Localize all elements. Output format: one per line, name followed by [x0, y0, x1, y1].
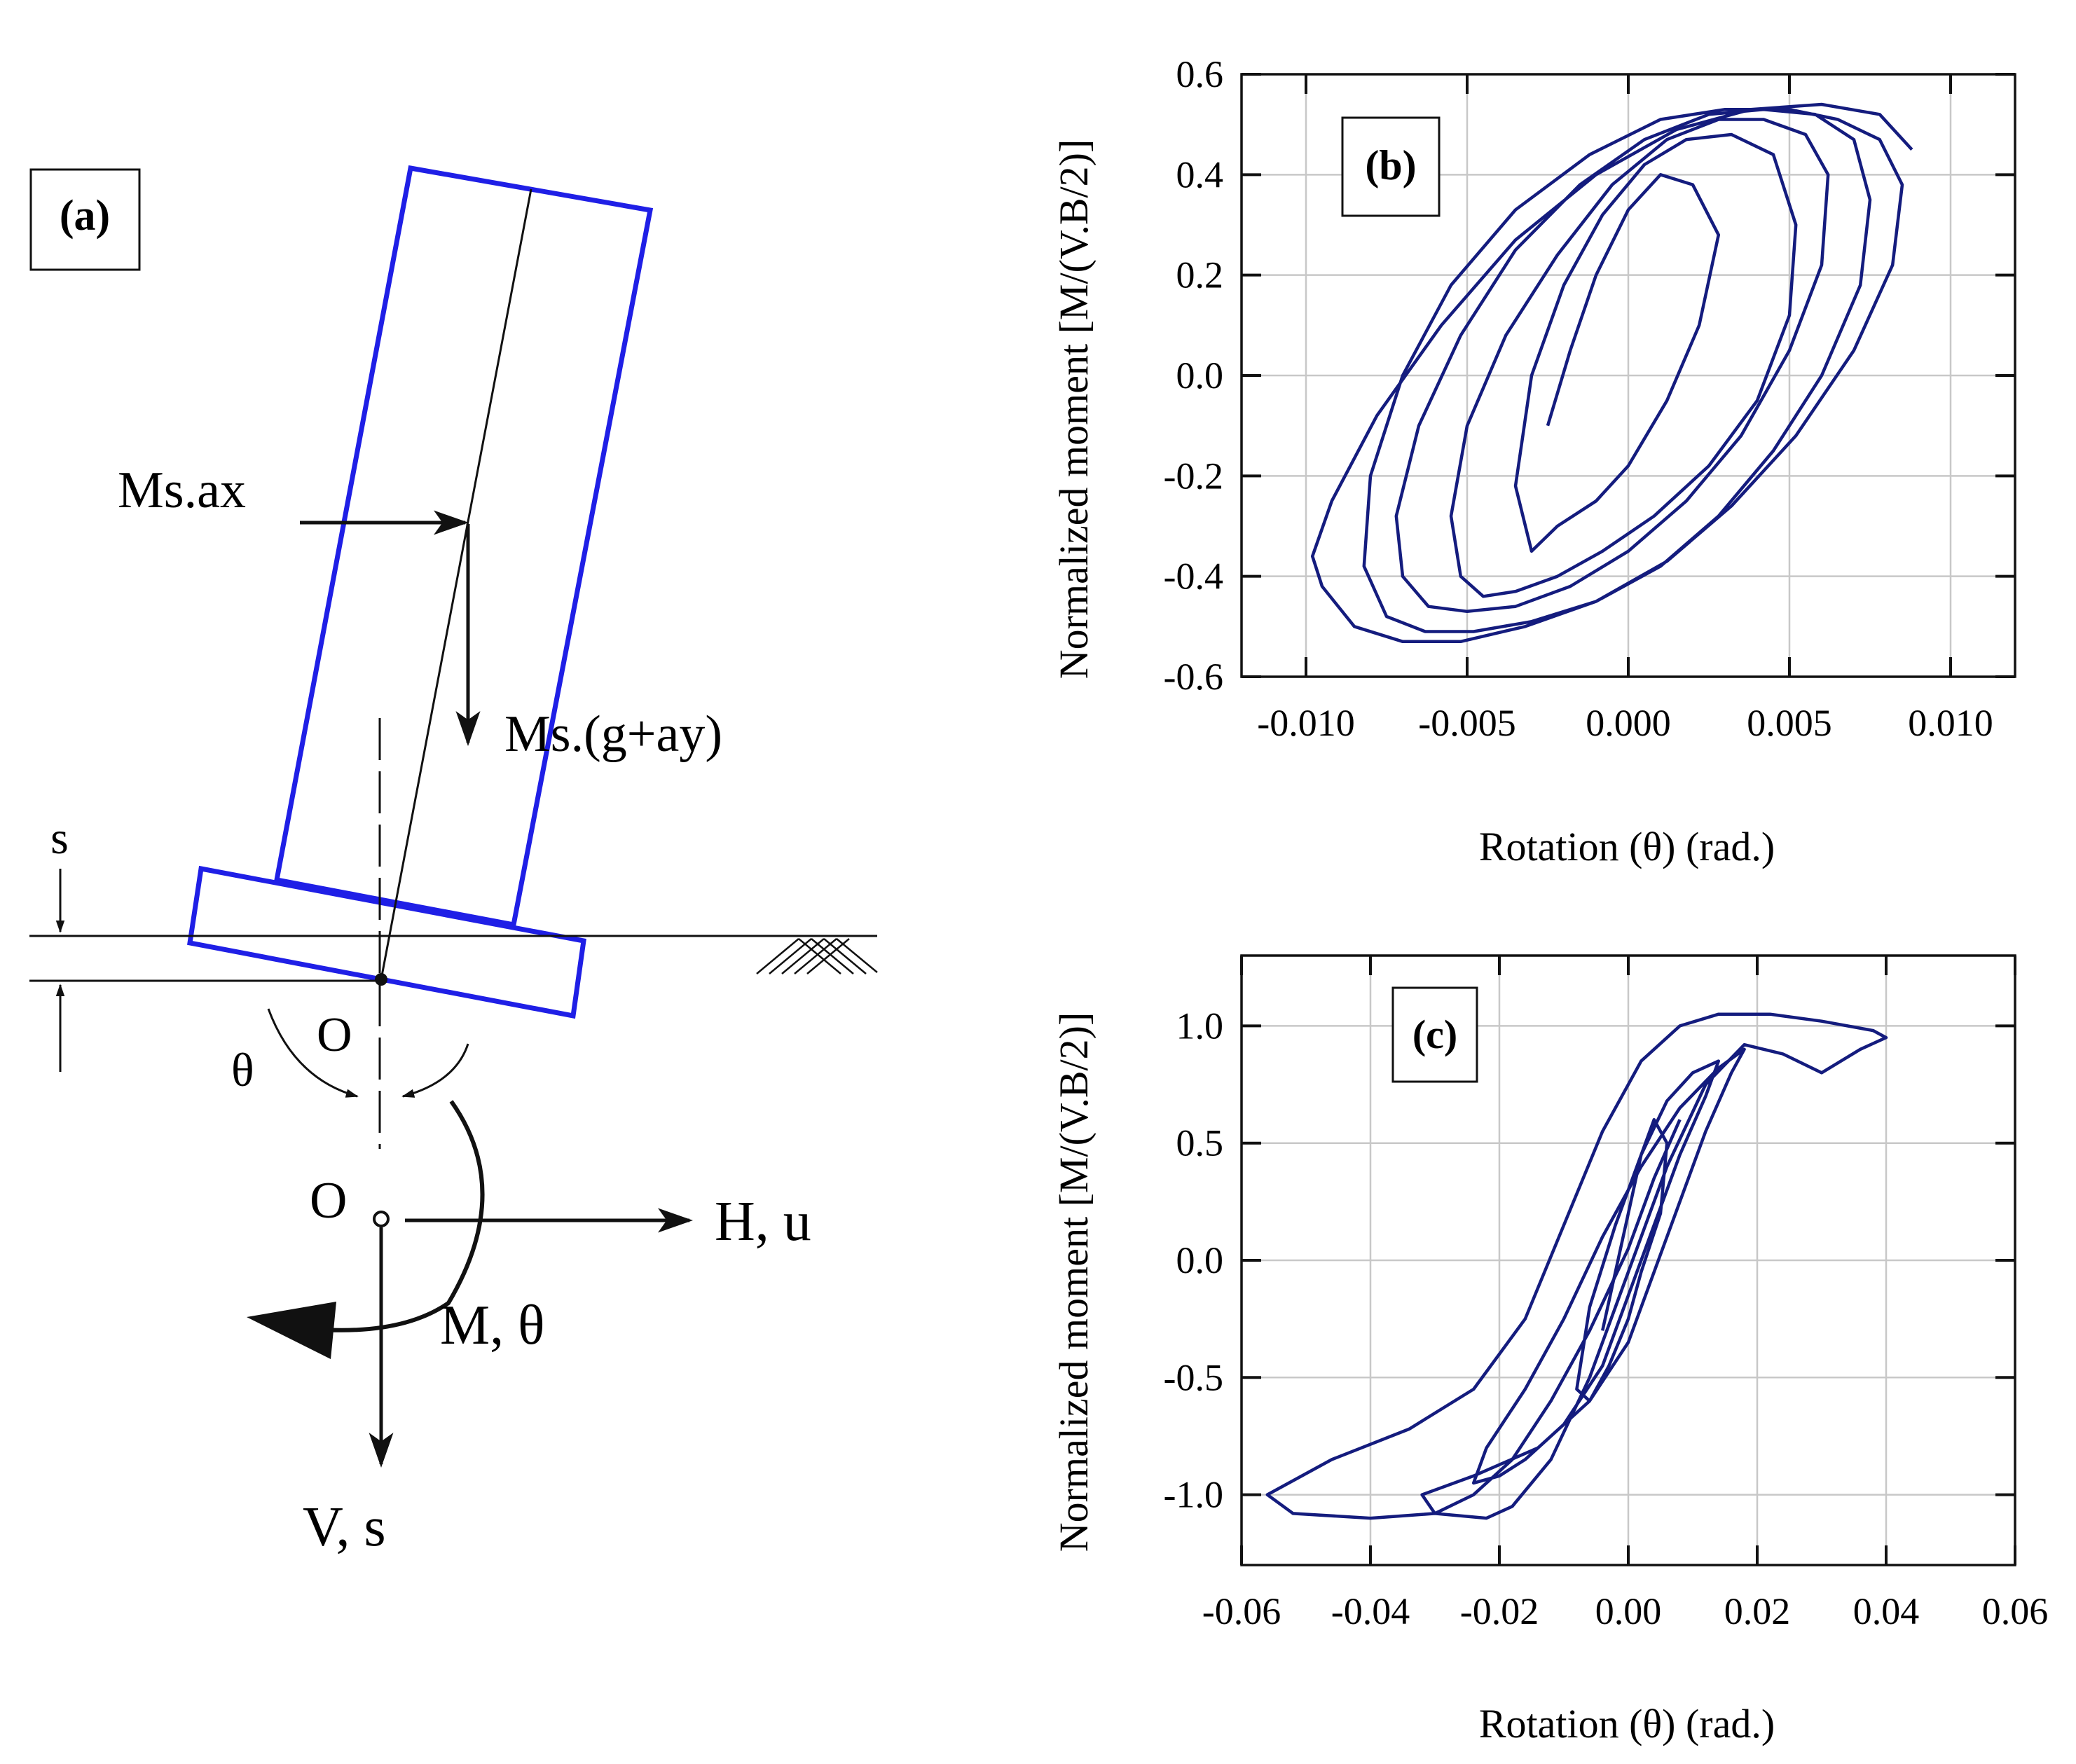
- chart-b-curve: [1310, 102, 1913, 644]
- rotation-arc-left: [267, 1008, 359, 1098]
- pivot-label-upper: O: [317, 1008, 352, 1062]
- chart-b-ticks: [1242, 73, 2015, 678]
- vertical-load-label: V, s: [303, 1496, 386, 1558]
- x-tick-label: -0.04: [1331, 1590, 1410, 1632]
- y-tick-label: -1.0: [1164, 1474, 1223, 1516]
- x-tick-label: -0.06: [1202, 1590, 1281, 1632]
- chart-c-ylabel: Normalized moment [M/(V.B/2)]: [1051, 1012, 1097, 1552]
- column-centerline: [380, 188, 532, 980]
- structure-column-outline: [273, 165, 654, 928]
- ground-hatch: [756, 938, 878, 974]
- chart-b-x-tick-labels: -0.010 -0.005 0.000 0.005 0.010: [1257, 702, 1993, 744]
- y-tick-label: 0.6: [1176, 53, 1224, 95]
- y-tick-label: 0.2: [1176, 254, 1224, 296]
- force-horizontal-label: Ms.ax: [118, 462, 246, 519]
- panel-a: (a) s Ms.ax Ms.(g+ay): [29, 165, 878, 1558]
- x-tick-label: 0.02: [1724, 1590, 1791, 1632]
- panel-a-label-box: [29, 168, 141, 271]
- pivot-point-upper: [375, 973, 387, 986]
- chart-c-ticks: [1240, 956, 2016, 1565]
- y-tick-label: -0.5: [1164, 1356, 1223, 1398]
- y-tick-label: 0.0: [1176, 1239, 1224, 1281]
- pivot-label-lower: O: [310, 1172, 347, 1229]
- moment-arc: [280, 1100, 485, 1332]
- x-tick-label: -0.005: [1418, 702, 1515, 744]
- chart-b-y-tick-labels: -0.6 -0.4 -0.2 0.0 0.2 0.4 0.6: [1164, 53, 1223, 698]
- foundation-outline: [187, 865, 586, 1019]
- chart-b-ylabel: Normalized moment [M/(V.B/2)]: [1051, 139, 1097, 680]
- panel-a-label: (a): [60, 192, 110, 240]
- y-tick-label: 0.5: [1176, 1122, 1224, 1164]
- chart-b-label: (b): [1365, 142, 1416, 188]
- chart-b-xlabel: Rotation (θ) (rad.): [1479, 824, 1775, 869]
- y-tick-label: -0.6: [1164, 656, 1223, 698]
- settlement-label: s: [50, 813, 69, 864]
- chart-c-grid: [1240, 956, 2016, 1565]
- x-tick-label: 0.000: [1586, 702, 1671, 744]
- y-tick-label: 1.0: [1176, 1005, 1224, 1047]
- x-tick-label: 0.04: [1853, 1590, 1920, 1632]
- x-tick-label: 0.06: [1982, 1590, 2049, 1632]
- moment-arrowhead: [247, 1302, 336, 1359]
- y-tick-label: -0.4: [1164, 556, 1223, 598]
- y-tick-label: 0.0: [1176, 354, 1224, 397]
- force-vertical-label: Ms.(g+ay): [504, 705, 722, 763]
- x-tick-label: -0.02: [1460, 1590, 1539, 1632]
- chart-c-y-tick-labels: -1.0 -0.5 0.0 0.5 1.0: [1164, 1005, 1223, 1515]
- chart-c-xlabel: Rotation (θ) (rad.): [1479, 1701, 1775, 1746]
- horizontal-load-label: H, u: [715, 1191, 811, 1253]
- x-tick-label: 0.005: [1747, 702, 1832, 744]
- chart-c-label-box: [1391, 986, 1478, 1083]
- x-tick-label: 0.010: [1908, 702, 1993, 744]
- chart-c-curve: [1265, 1012, 1888, 1520]
- y-tick-label: 0.4: [1176, 153, 1224, 195]
- chart-b-label-box: [1341, 116, 1441, 217]
- chart-b: -0.010 -0.005 0.000 0.005 0.010 -0.6 -0.4 -0.2…: [1051, 53, 2016, 869]
- rotation-arc-right: [401, 1043, 469, 1098]
- x-tick-label: -0.010: [1257, 702, 1354, 744]
- x-tick-label: 0.00: [1595, 1590, 1662, 1632]
- chart-c-label: (c): [1412, 1012, 1457, 1057]
- chart-c-x-tick-labels: -0.06 -0.04 -0.02 0.00 0.02 0.04 0.06: [1202, 1590, 2048, 1632]
- pivot-point-lower: [373, 1211, 390, 1227]
- moment-label: M, θ: [440, 1295, 544, 1356]
- rotation-label: θ: [231, 1043, 254, 1096]
- chart-c: -0.06 -0.04 -0.02 0.00 0.02 0.04 0.06 -1.0 -0.5…: [1051, 954, 2048, 1746]
- y-tick-label: -0.2: [1164, 455, 1223, 497]
